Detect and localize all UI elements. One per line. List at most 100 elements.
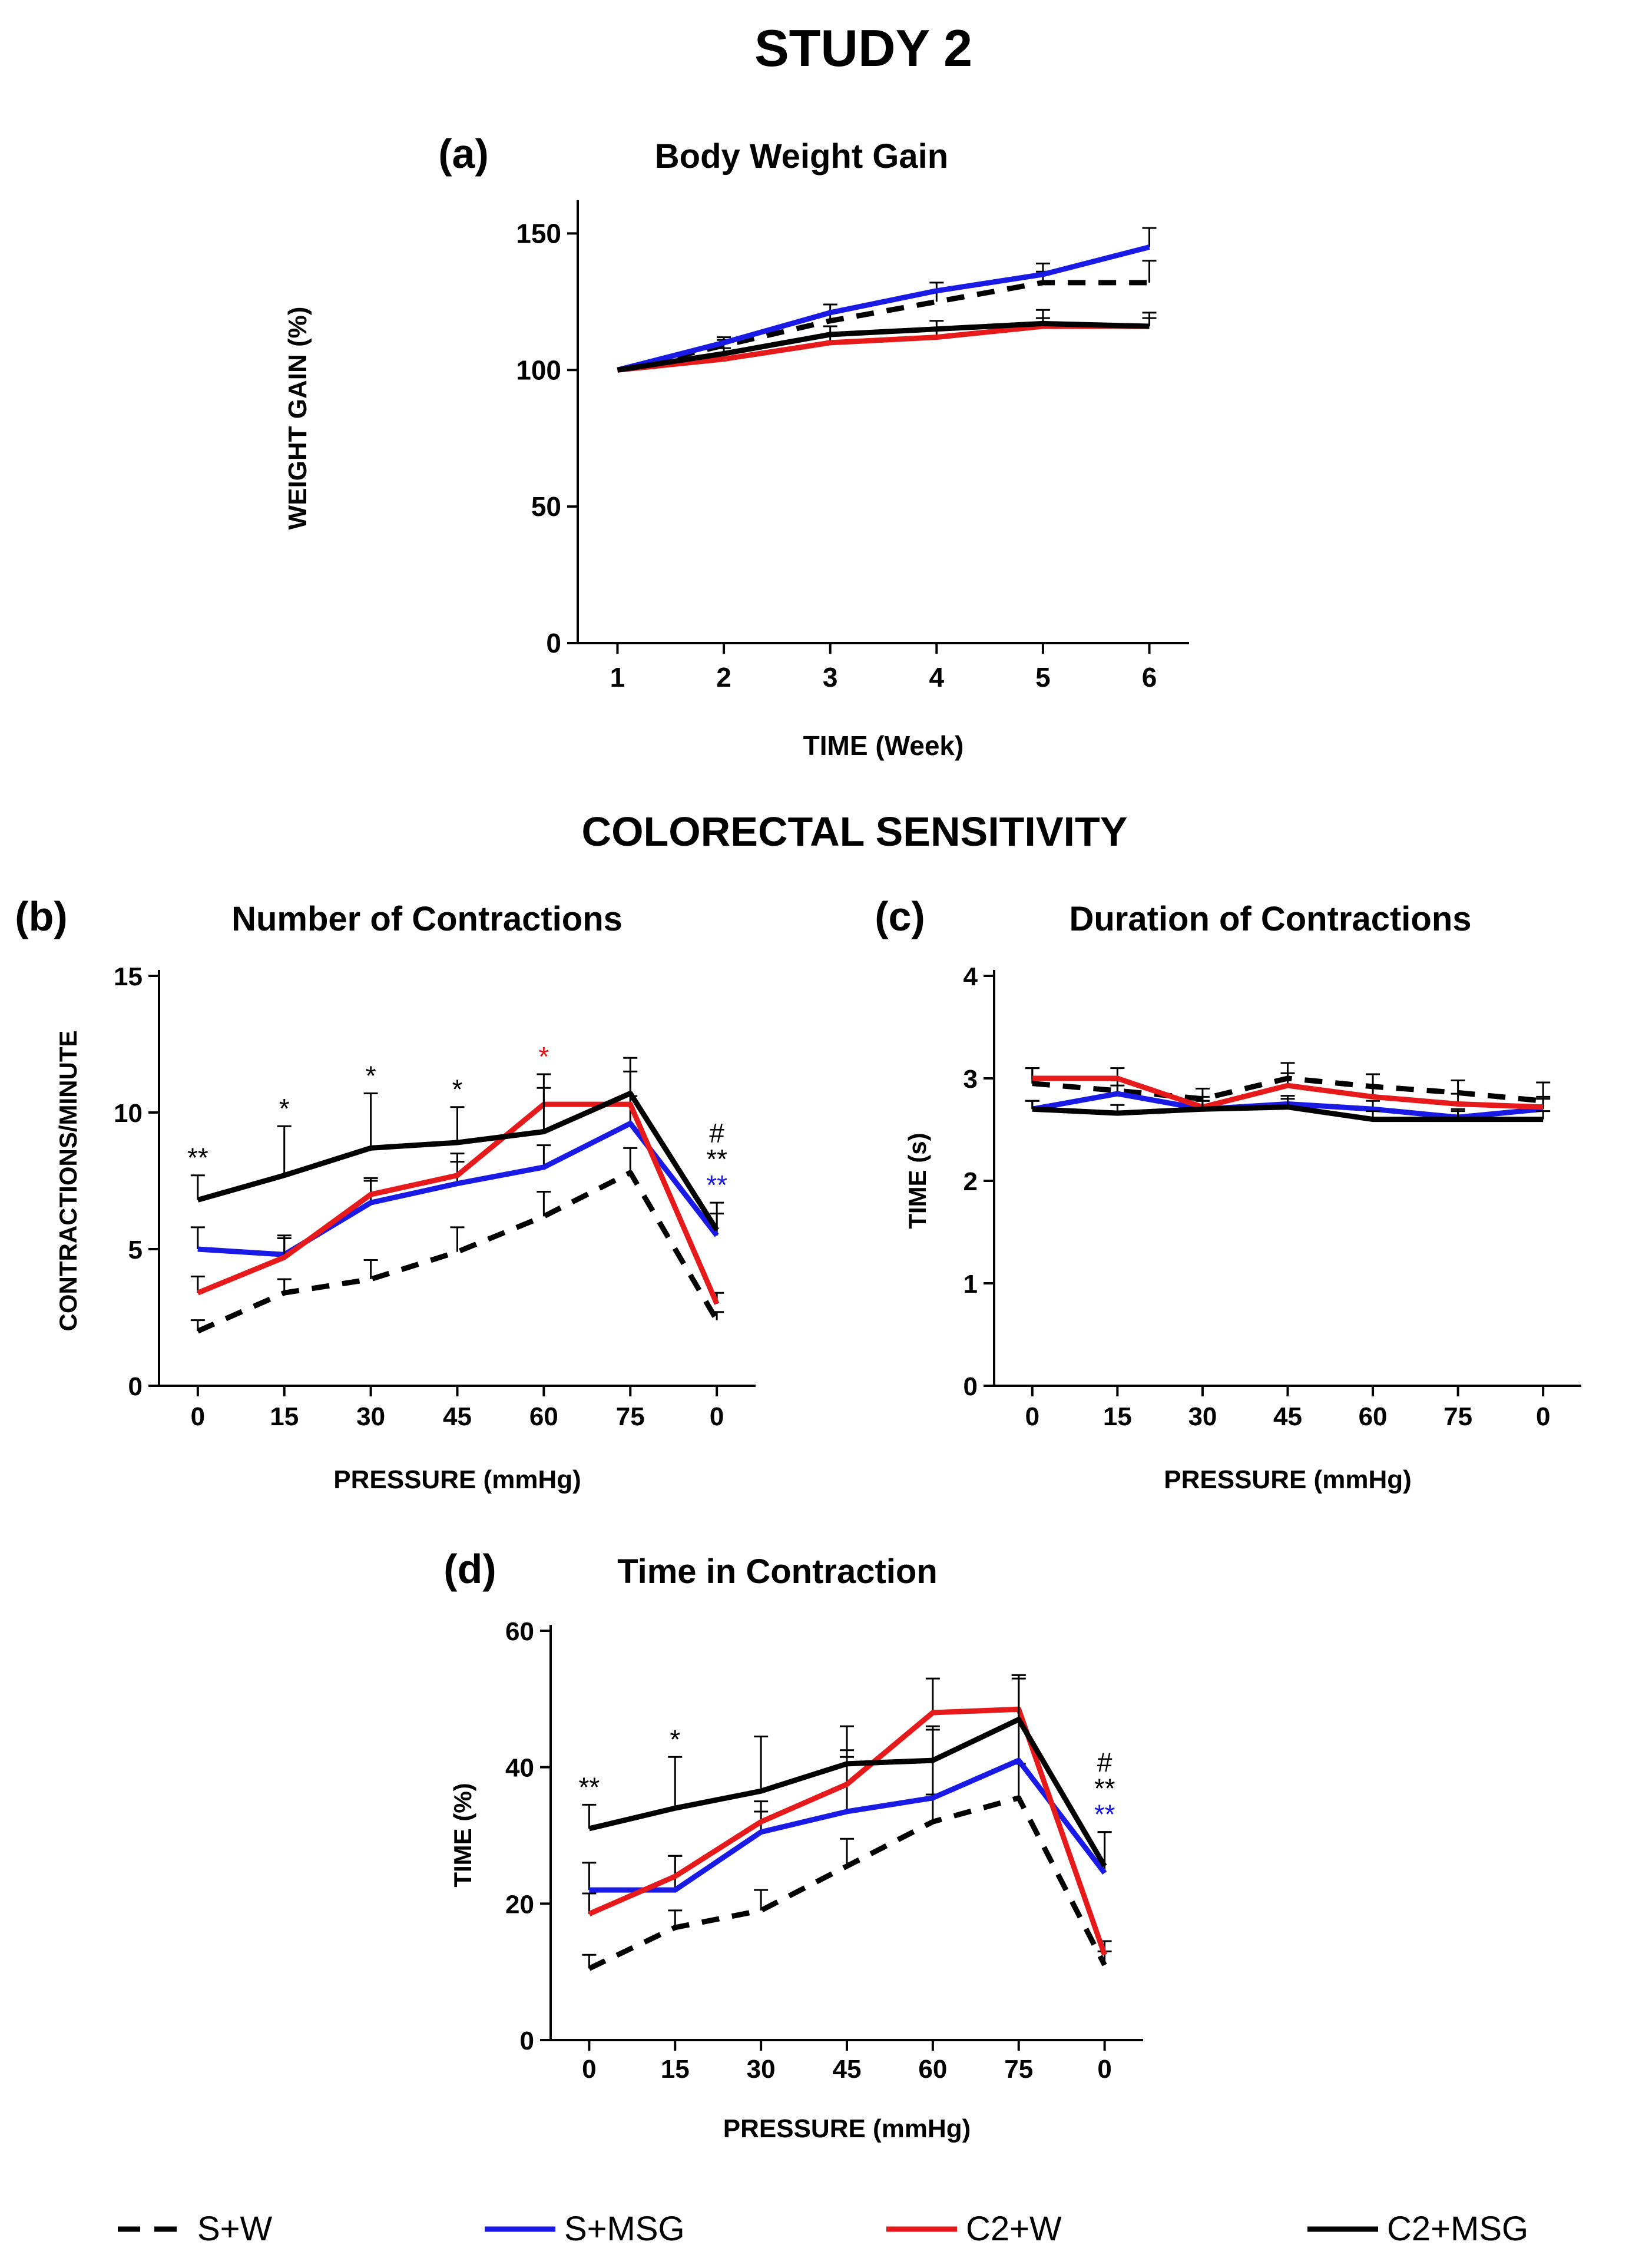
- x-tick-label: 60: [918, 2055, 947, 2084]
- y-tick-label: 2: [964, 1167, 978, 1196]
- x-tick-label: 0: [1536, 1402, 1550, 1431]
- chart-panel: (a) Body Weight Gain 0 50 100 150 1 2 3 4 5 6 TIME (…: [283, 131, 1189, 761]
- chart-title: Duration of Contractions: [1069, 900, 1471, 938]
- x-axis-label: PRESSURE (mmHg): [333, 1465, 581, 1494]
- significance-mark: **: [578, 1772, 600, 1802]
- series-s-w: [617, 260, 1157, 373]
- x-tick-label: 30: [747, 2055, 776, 2084]
- series-c2-w: [1025, 1067, 1551, 1110]
- legend-item: C2+MSG: [1307, 2210, 1528, 2248]
- significance-mark: **: [706, 1170, 727, 1200]
- chart-title: Body Weight Gain: [655, 137, 948, 176]
- x-axis-label: PRESSURE (mmHg): [723, 2114, 971, 2143]
- y-tick-label: 0: [964, 1372, 978, 1401]
- panel-label: (a): [438, 131, 489, 177]
- x-tick-label: 75: [1004, 2055, 1033, 2084]
- y-tick-label: 5: [128, 1236, 143, 1264]
- series-c2-msg: [1025, 1098, 1551, 1123]
- x-tick-label: 75: [1443, 1402, 1472, 1431]
- chart-panel: (c) Duration of Contractions 0 1 2 3 4 0 15 30 45 6…: [875, 893, 1581, 1494]
- y-tick-label: 4: [964, 962, 978, 991]
- y-tick-label: 100: [516, 355, 561, 385]
- series-c2-msg: [190, 1057, 724, 1231]
- series-line: [589, 1757, 1107, 1893]
- y-tick-label: 3: [964, 1065, 978, 1094]
- y-axis-label: CONTRACTIONS/MINUTE: [54, 1031, 82, 1332]
- significance-mark: #: [709, 1118, 724, 1148]
- legend-label: S+MSG: [564, 2210, 685, 2248]
- legend-item: C2+W: [886, 2210, 1062, 2248]
- series-line: [617, 320, 1150, 373]
- y-tick-label: 150: [516, 218, 561, 249]
- y-tick-label: 40: [505, 1754, 534, 1783]
- x-tick-label: 0: [1025, 1402, 1039, 1431]
- significance-mark: **: [706, 1144, 727, 1174]
- y-tick-label: 60: [505, 1617, 534, 1646]
- x-tick-label: 0: [1097, 2055, 1111, 2084]
- x-axis-label: PRESSURE (mmHg): [1164, 1465, 1412, 1494]
- series-s-msg: [617, 227, 1157, 373]
- significance-mark: **: [1094, 1799, 1115, 1830]
- x-tick-label: 0: [582, 2055, 596, 2084]
- series-s-w: [190, 1147, 724, 1334]
- x-tick-label: 4: [929, 662, 945, 693]
- y-tick-label: 0: [128, 1372, 143, 1401]
- x-tick-label: 45: [833, 2055, 862, 2084]
- series-line: [197, 1101, 720, 1305]
- y-tick-label: 1: [964, 1270, 978, 1299]
- series-line: [617, 244, 1150, 373]
- x-tick-label: 45: [443, 1402, 472, 1431]
- legend: S+W S+MSG C2+W C2+MSG: [118, 2210, 1528, 2248]
- significance-mark: *: [452, 1074, 463, 1105]
- x-tick-label: 5: [1035, 662, 1051, 693]
- series-line: [588, 1795, 1107, 1971]
- y-tick-label: 0: [546, 628, 561, 658]
- x-tick-label: 6: [1142, 662, 1157, 693]
- series-s-w: [582, 1763, 1112, 1971]
- x-tick-label: 0: [710, 1402, 724, 1431]
- legend-item: S+MSG: [485, 2210, 685, 2248]
- series-line: [1032, 1075, 1544, 1110]
- x-axis-label: TIME (Week): [803, 730, 964, 761]
- significance-mark: #: [1097, 1747, 1113, 1778]
- significance-mark: **: [1094, 1773, 1115, 1804]
- significance-mark: *: [670, 1724, 680, 1754]
- x-tick-label: 15: [270, 1402, 299, 1431]
- chart-title: Number of Contractions: [231, 900, 623, 938]
- x-tick-label: 30: [356, 1402, 385, 1431]
- x-tick-label: 45: [1273, 1402, 1302, 1431]
- x-tick-label: 15: [1103, 1402, 1132, 1431]
- legend-item: S+W: [118, 2210, 273, 2248]
- chart-panel: (b) Number of Contractions 0 5 10 15 0 15 30 45 60…: [15, 893, 756, 1494]
- x-tick-label: 75: [616, 1402, 645, 1431]
- y-axis-label: WEIGHT GAIN (%): [283, 307, 312, 530]
- y-tick-label: 10: [114, 1099, 143, 1128]
- chart-title: Time in Contraction: [617, 1552, 938, 1591]
- x-tick-label: 60: [529, 1402, 558, 1431]
- significance-mark: **: [187, 1143, 208, 1173]
- legend-label: C2+MSG: [1387, 2210, 1528, 2248]
- panel-label: (d): [443, 1546, 496, 1592]
- x-tick-label: 1: [610, 662, 625, 693]
- y-axis-label: TIME (%): [449, 1783, 476, 1887]
- significance-mark: *: [279, 1093, 290, 1124]
- significance-mark: *: [538, 1041, 549, 1072]
- series-line: [588, 1717, 1107, 1868]
- series-c2-msg: [582, 1674, 1112, 1868]
- series-line: [1032, 1104, 1544, 1123]
- legend-label: S+W: [197, 2210, 273, 2248]
- x-tick-label: 60: [1359, 1402, 1388, 1431]
- panel-label: (c): [875, 893, 925, 939]
- y-tick-label: 50: [531, 491, 561, 522]
- y-axis-label: TIME (s): [903, 1133, 931, 1229]
- series-c2-w: [190, 1070, 724, 1305]
- series-c2-msg: [617, 309, 1157, 373]
- legend-label: C2+W: [966, 2210, 1062, 2248]
- x-tick-label: 3: [823, 662, 838, 693]
- section-title: COLORECTAL SENSITIVITY: [582, 809, 1128, 855]
- series-c2-w: [582, 1674, 1112, 1956]
- x-tick-label: 0: [191, 1402, 205, 1431]
- panel-label: (b): [15, 893, 67, 939]
- figure-title: STUDY 2: [754, 19, 972, 77]
